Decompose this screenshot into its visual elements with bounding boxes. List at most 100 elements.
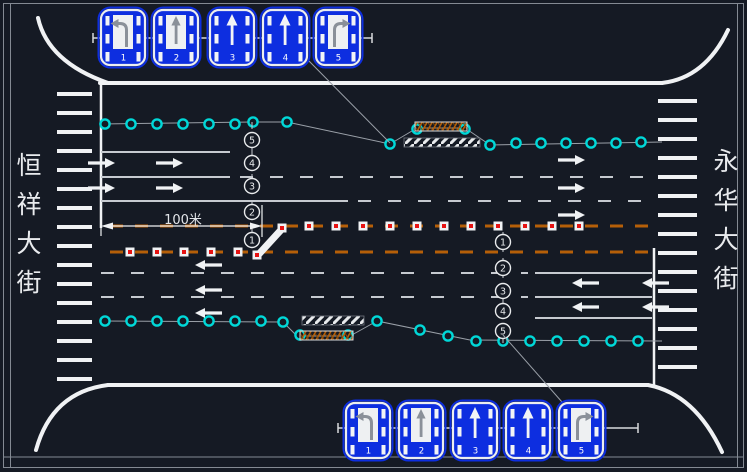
- tree-marker: [371, 315, 383, 327]
- svg-text:3: 3: [249, 182, 255, 193]
- tree-marker: [125, 315, 137, 327]
- center-double-line: [110, 224, 650, 254]
- svg-text:5: 5: [500, 327, 506, 338]
- tree-line-top: [99, 116, 663, 151]
- tree-marker: [585, 137, 597, 149]
- tree-marker: [384, 138, 396, 150]
- svg-text:3: 3: [473, 447, 478, 457]
- svg-text:2: 2: [500, 264, 506, 275]
- straight-arrow-icon: [416, 409, 426, 437]
- tree-marker: [632, 335, 644, 347]
- sequence-circle: [243, 177, 261, 195]
- left-turn-arrow-icon: [355, 412, 373, 440]
- sign-panel-top-5[interactable]: 5: [312, 6, 364, 69]
- sequence-circle: [494, 233, 512, 251]
- sign-panel-top-2[interactable]: 2: [150, 6, 202, 69]
- tree-marker: [635, 136, 647, 148]
- sequence-circle: [494, 259, 512, 277]
- svg-text:5: 5: [579, 447, 584, 457]
- left-turn-arrow-icon: [110, 19, 128, 47]
- sign-panel-bottom-2[interactable]: 2: [395, 399, 447, 462]
- svg-text:1: 1: [121, 54, 126, 64]
- straight-arrow-icon: [279, 14, 291, 45]
- tree-marker: [255, 315, 267, 327]
- sequence-circle: [494, 302, 512, 320]
- tree-marker: [414, 324, 426, 336]
- svg-text:1: 1: [500, 238, 506, 249]
- svg-text:4: 4: [283, 54, 288, 64]
- svg-text:3: 3: [230, 54, 235, 64]
- svg-text:1: 1: [366, 447, 371, 457]
- tree-marker: [524, 335, 536, 347]
- right-turn-arrow-icon: [576, 412, 594, 440]
- tree-marker: [470, 335, 482, 347]
- sequence-circle: [243, 154, 261, 172]
- tree-marker: [535, 137, 547, 149]
- sequence-circle: [243, 131, 261, 149]
- tree-marker: [442, 330, 454, 342]
- straight-arrow-icon: [469, 407, 481, 438]
- sign-group-top: 1 2 3 4 5: [92, 6, 373, 69]
- tree-marker: [151, 118, 163, 130]
- sign-panel-top-3[interactable]: 3: [206, 6, 258, 69]
- street-name-right: 永华大街: [710, 148, 739, 304]
- tree-marker: [99, 315, 111, 327]
- tree-marker: [560, 137, 572, 149]
- tree-marker: [610, 137, 622, 149]
- sequence-circle: [494, 282, 512, 300]
- median-studs: [125, 221, 584, 260]
- svg-text:2: 2: [174, 54, 179, 64]
- svg-text:5: 5: [336, 54, 341, 64]
- sequence-markers-right: 1 2 3 4 5: [494, 232, 512, 346]
- svg-text:2: 2: [419, 447, 424, 457]
- crosswalk-right: [658, 99, 697, 369]
- street-name-left: 恒祥大街: [13, 152, 42, 308]
- sign-panel-top-1[interactable]: 1: [97, 6, 149, 69]
- straight-arrow-icon: [522, 407, 534, 438]
- tree-marker: [177, 118, 189, 130]
- straight-arrow-icon: [171, 16, 181, 44]
- lane-lines: [101, 151, 652, 319]
- sign-panel-bottom-1[interactable]: 1: [342, 399, 394, 462]
- tree-marker: [510, 137, 522, 149]
- tree-marker: [247, 116, 259, 128]
- tree-marker: [151, 315, 163, 327]
- svg-text:5: 5: [249, 136, 255, 147]
- dimension-100m: [100, 203, 263, 237]
- straight-arrow-icon: [226, 14, 238, 45]
- tree-marker: [551, 335, 563, 347]
- tree-marker: [99, 118, 111, 130]
- refuge-islands: [299, 121, 481, 341]
- sequence-markers-left: 5 4 3 2 1: [243, 122, 261, 250]
- tree-marker: [229, 315, 241, 327]
- road-edges: [34, 16, 730, 454]
- sequence-circle: [243, 203, 261, 221]
- sequence-circle: [243, 231, 261, 249]
- tree-marker: [277, 316, 289, 328]
- tree-marker: [125, 118, 137, 130]
- lane-arrows: [88, 155, 669, 318]
- sign-panel-bottom-3[interactable]: 3: [449, 399, 501, 462]
- tree-marker: [605, 335, 617, 347]
- dimension-text: 100米: [164, 213, 202, 228]
- sign-panel-top-4[interactable]: 4: [259, 6, 311, 69]
- tree-marker: [203, 118, 215, 130]
- sequence-circle: [494, 322, 512, 340]
- tree-line-bottom: [99, 315, 663, 347]
- svg-text:4: 4: [249, 159, 255, 170]
- sign-leader-lines: [307, 59, 563, 403]
- sign-panel-bottom-4[interactable]: 4: [502, 399, 554, 462]
- drawing-frame: [3, 3, 744, 468]
- tree-marker: [484, 139, 496, 151]
- tree-marker: [229, 118, 241, 130]
- svg-text:4: 4: [526, 447, 531, 457]
- svg-text:3: 3: [500, 287, 506, 298]
- tree-marker: [578, 335, 590, 347]
- sign-panel-bottom-5[interactable]: 5: [555, 399, 607, 462]
- tree-marker: [203, 315, 215, 327]
- right-turn-arrow-icon: [333, 19, 351, 47]
- tree-marker: [177, 315, 189, 327]
- crosswalk-left: [57, 92, 92, 381]
